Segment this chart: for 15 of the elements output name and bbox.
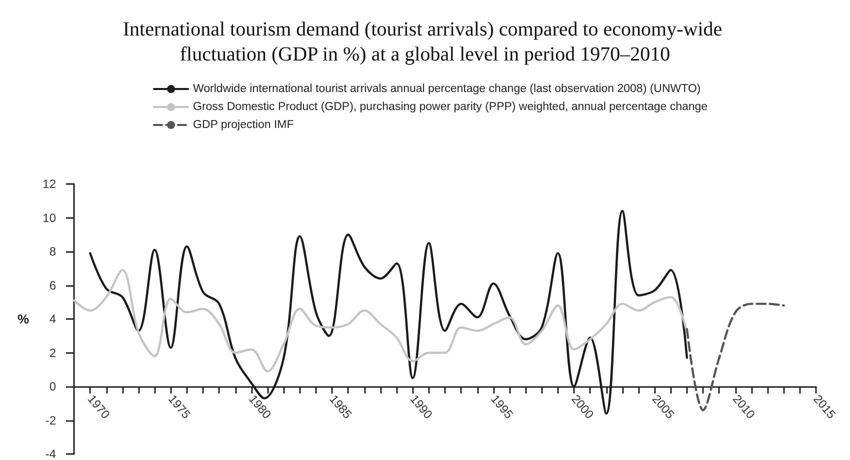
legend-label: GDP projection IMF xyxy=(193,119,294,131)
y-axis-title: % xyxy=(17,312,30,326)
legend-label: Gross Domestic Product (GDP), purchasing power parity (PPP) weighted, annual percentage change xyxy=(193,101,708,113)
y-tick-label: 0 xyxy=(49,380,56,394)
y-tick-label: 6 xyxy=(49,278,56,292)
legend-label: Worldwide international tourist arrivals annual percentage change (last observation 2008) (UNWTO) xyxy=(193,83,701,95)
y-tick-label: -2 xyxy=(45,413,56,428)
line-series xyxy=(72,268,688,372)
y-tick-label: 10 xyxy=(42,210,56,225)
y-tick-label: 8 xyxy=(49,244,56,258)
chart-title: International tourism demand (tourist arrivals) compared to economy-wide fluctuation (GDP in %) at a global level in period 1970–2010 xyxy=(122,18,728,66)
y-tick-label: -4 xyxy=(45,447,56,460)
y-tick-label: 2 xyxy=(49,346,56,360)
y-tick-label: 12 xyxy=(42,177,56,191)
y-tick-label: 4 xyxy=(49,312,56,326)
